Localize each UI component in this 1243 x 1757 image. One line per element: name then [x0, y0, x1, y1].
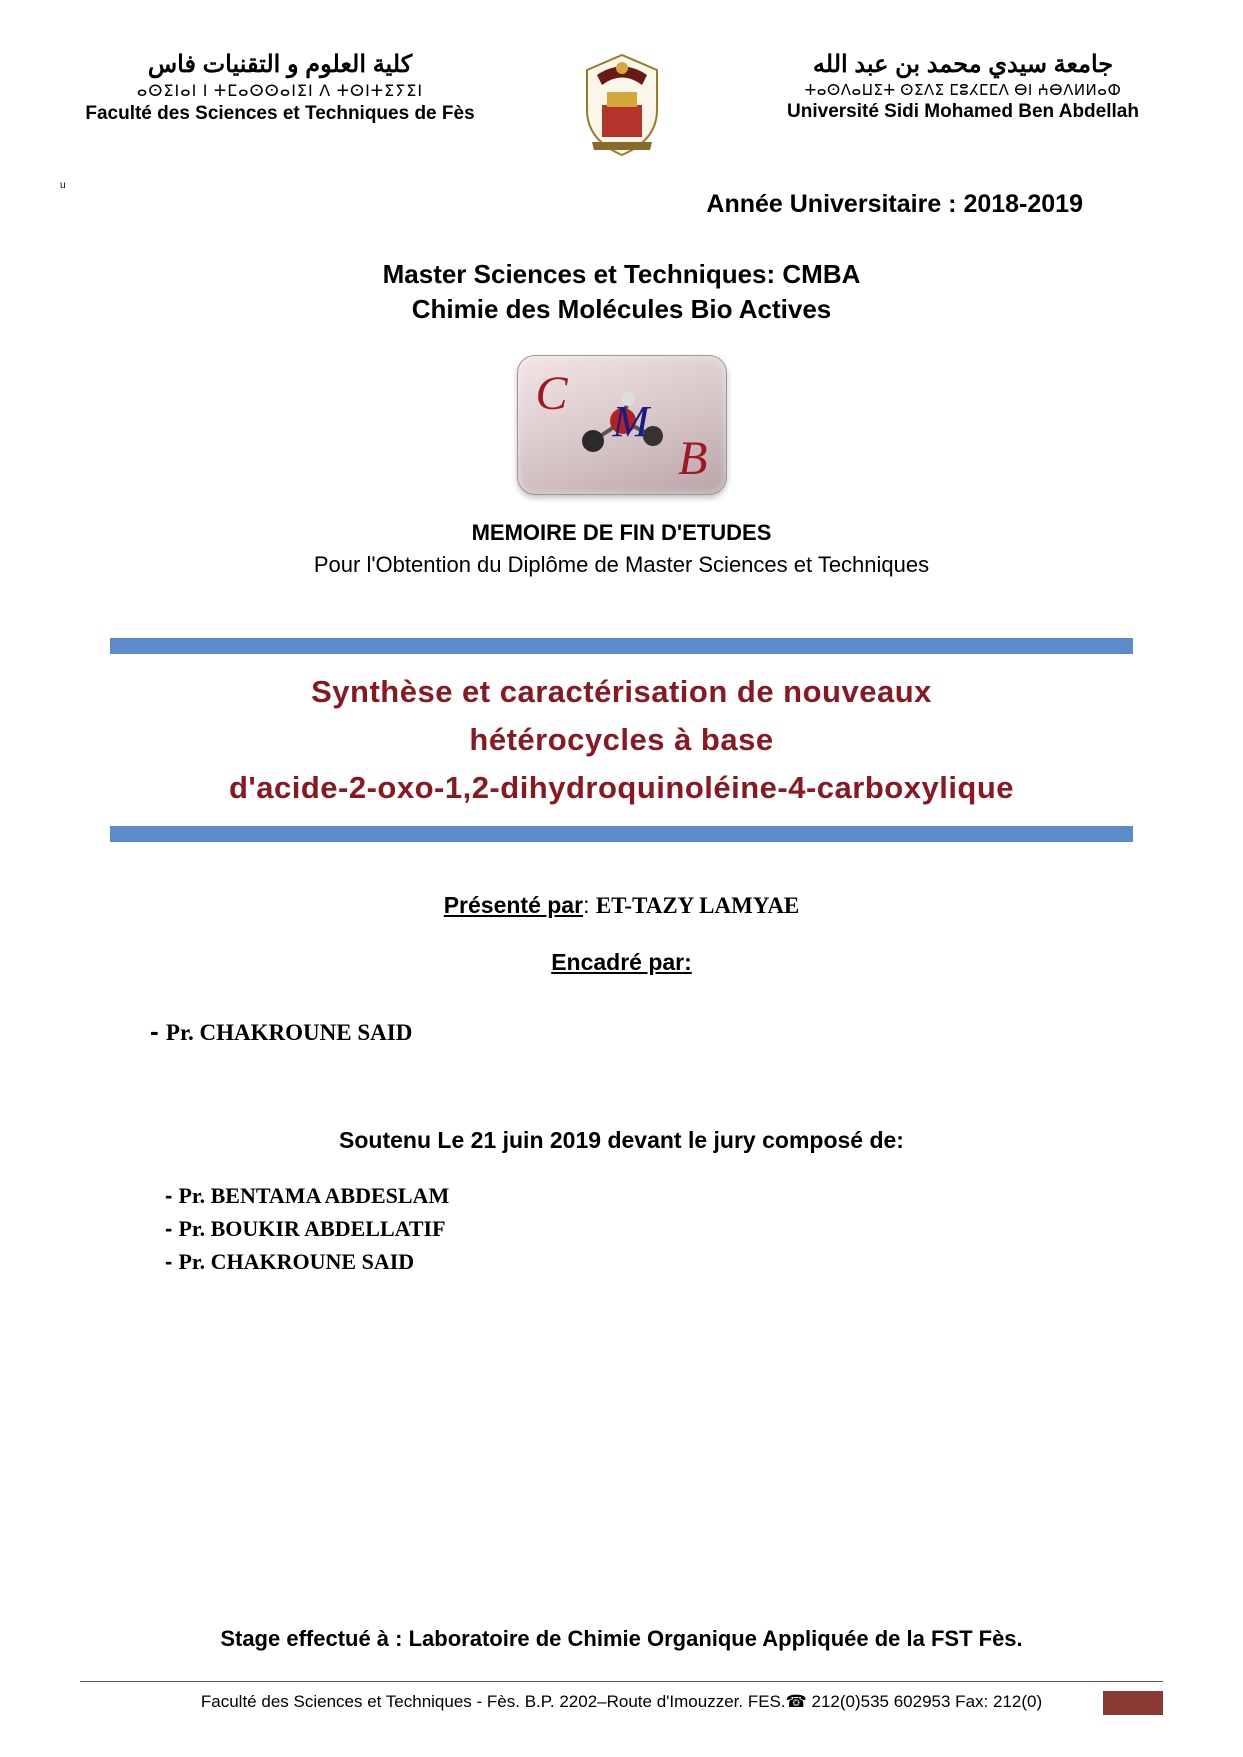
jury-name: Pr. CHAKROUNE SAID — [178, 1249, 414, 1274]
jury-name: Pr. BOUKIR ABDELLATIF — [178, 1216, 445, 1241]
thesis-title-line3: d'acide-2-oxo-1,2-dihydroquinoléine-4-ca… — [229, 770, 1014, 805]
top-blue-bar — [110, 638, 1133, 654]
cmb-letter-c: C — [536, 366, 568, 421]
thesis-title: Synthèse et caractérisation de nouveaux … — [80, 654, 1163, 826]
internship-line: Stage effectué à : Laboratoire de Chimie… — [0, 1626, 1243, 1652]
bottom-blue-bar — [110, 826, 1133, 842]
jury-member: - Pr. BENTAMA ABDESLAM — [165, 1179, 1163, 1212]
faculty-block: كلية العلوم و التقنيات فاس ⴰⵙⵉⵏⴰⵏ ⵏ ⵜⵎⴰⵙ… — [80, 50, 480, 125]
jury-list: - Pr. BENTAMA ABDESLAM - Pr. BOUKIR ABDE… — [165, 1179, 1163, 1278]
footer-corner-block — [1103, 1691, 1163, 1715]
jury-name: Pr. BENTAMA ABDESLAM — [178, 1183, 449, 1208]
thesis-title-block: Synthèse et caractérisation de nouveaux … — [80, 638, 1163, 842]
thesis-title-line2: hétérocycles à base — [469, 722, 773, 757]
faculty-name-french: Faculté des Sciences et Techniques de Fè… — [80, 103, 480, 125]
cmb-logo: C M B — [517, 355, 727, 495]
university-name-tifinagh: ⵜⴰⵙⴷⴰⵡⵉⵜ ⵙⵉⴷⵉ ⵎⵓⵃⵎⵎⴷ ⴱⵏ ⵄⴱⴷⵍⵍⴰⵀ — [763, 81, 1163, 99]
cmb-letter-m: M — [613, 396, 650, 447]
university-name-arabic: جامعة سيدي محمد بن عبد الله — [763, 50, 1163, 79]
memoire-label: MEMOIRE DE FIN D'ETUDES — [80, 520, 1163, 546]
supervisor-name: Pr. CHAKROUNE SAID — [166, 1020, 412, 1045]
author-name: ET-TAZY LAMYAE — [596, 893, 799, 918]
crest-icon — [572, 50, 672, 160]
diplome-text: Pour l'Obtention du Diplôme de Master Sc… — [80, 552, 1163, 578]
jury-member: - Pr. BOUKIR ABDELLATIF — [165, 1212, 1163, 1245]
presented-by-colon: : — [583, 892, 596, 918]
supervised-by-label: Encadré par: — [80, 949, 1163, 976]
footer-contact: Faculté des Sciences et Techniques - Fès… — [80, 1692, 1163, 1712]
program-subtitle: Chimie des Molécules Bio Actives — [80, 294, 1163, 325]
jury-member: - Pr. CHAKROUNE SAID — [165, 1245, 1163, 1278]
dash-icon: - — [150, 1016, 166, 1046]
defense-line: Soutenu Le 21 juin 2019 devant le jury c… — [80, 1127, 1163, 1154]
institution-header: كلية العلوم و التقنيات فاس ⴰⵙⵉⵏⴰⵏ ⵏ ⵜⵎⴰⵙ… — [80, 50, 1163, 160]
university-logo — [557, 50, 687, 160]
presented-by-label: Présenté par — [444, 892, 583, 918]
program-title: Master Sciences et Techniques: CMBA — [80, 259, 1163, 290]
academic-year: Année Universitaire : 2018-2019 — [80, 190, 1083, 219]
university-block: جامعة سيدي محمد بن عبد الله ⵜⴰⵙⴷⴰⵡⵉⵜ ⵙⵉⴷ… — [763, 50, 1163, 123]
stray-mark: u — [60, 180, 66, 191]
supervisor-line: - Pr. CHAKROUNE SAID — [150, 1016, 1163, 1047]
university-name-french: Université Sidi Mohamed Ben Abdellah — [763, 101, 1163, 123]
faculty-name-tifinagh: ⴰⵙⵉⵏⴰⵏ ⵏ ⵜⵎⴰⵙⵙⴰⵏⵉⵏ ⴷ ⵜⵙⵏⵜⵉⵢⵉⵏ — [80, 81, 480, 101]
faculty-name-arabic: كلية العلوم و التقنيات فاس — [80, 50, 480, 79]
footer-divider — [80, 1681, 1163, 1682]
cmb-letter-b: B — [678, 431, 707, 486]
presented-by: Présenté par: ET-TAZY LAMYAE — [80, 892, 1163, 919]
thesis-title-line1: Synthèse et caractérisation de nouveaux — [311, 674, 932, 709]
